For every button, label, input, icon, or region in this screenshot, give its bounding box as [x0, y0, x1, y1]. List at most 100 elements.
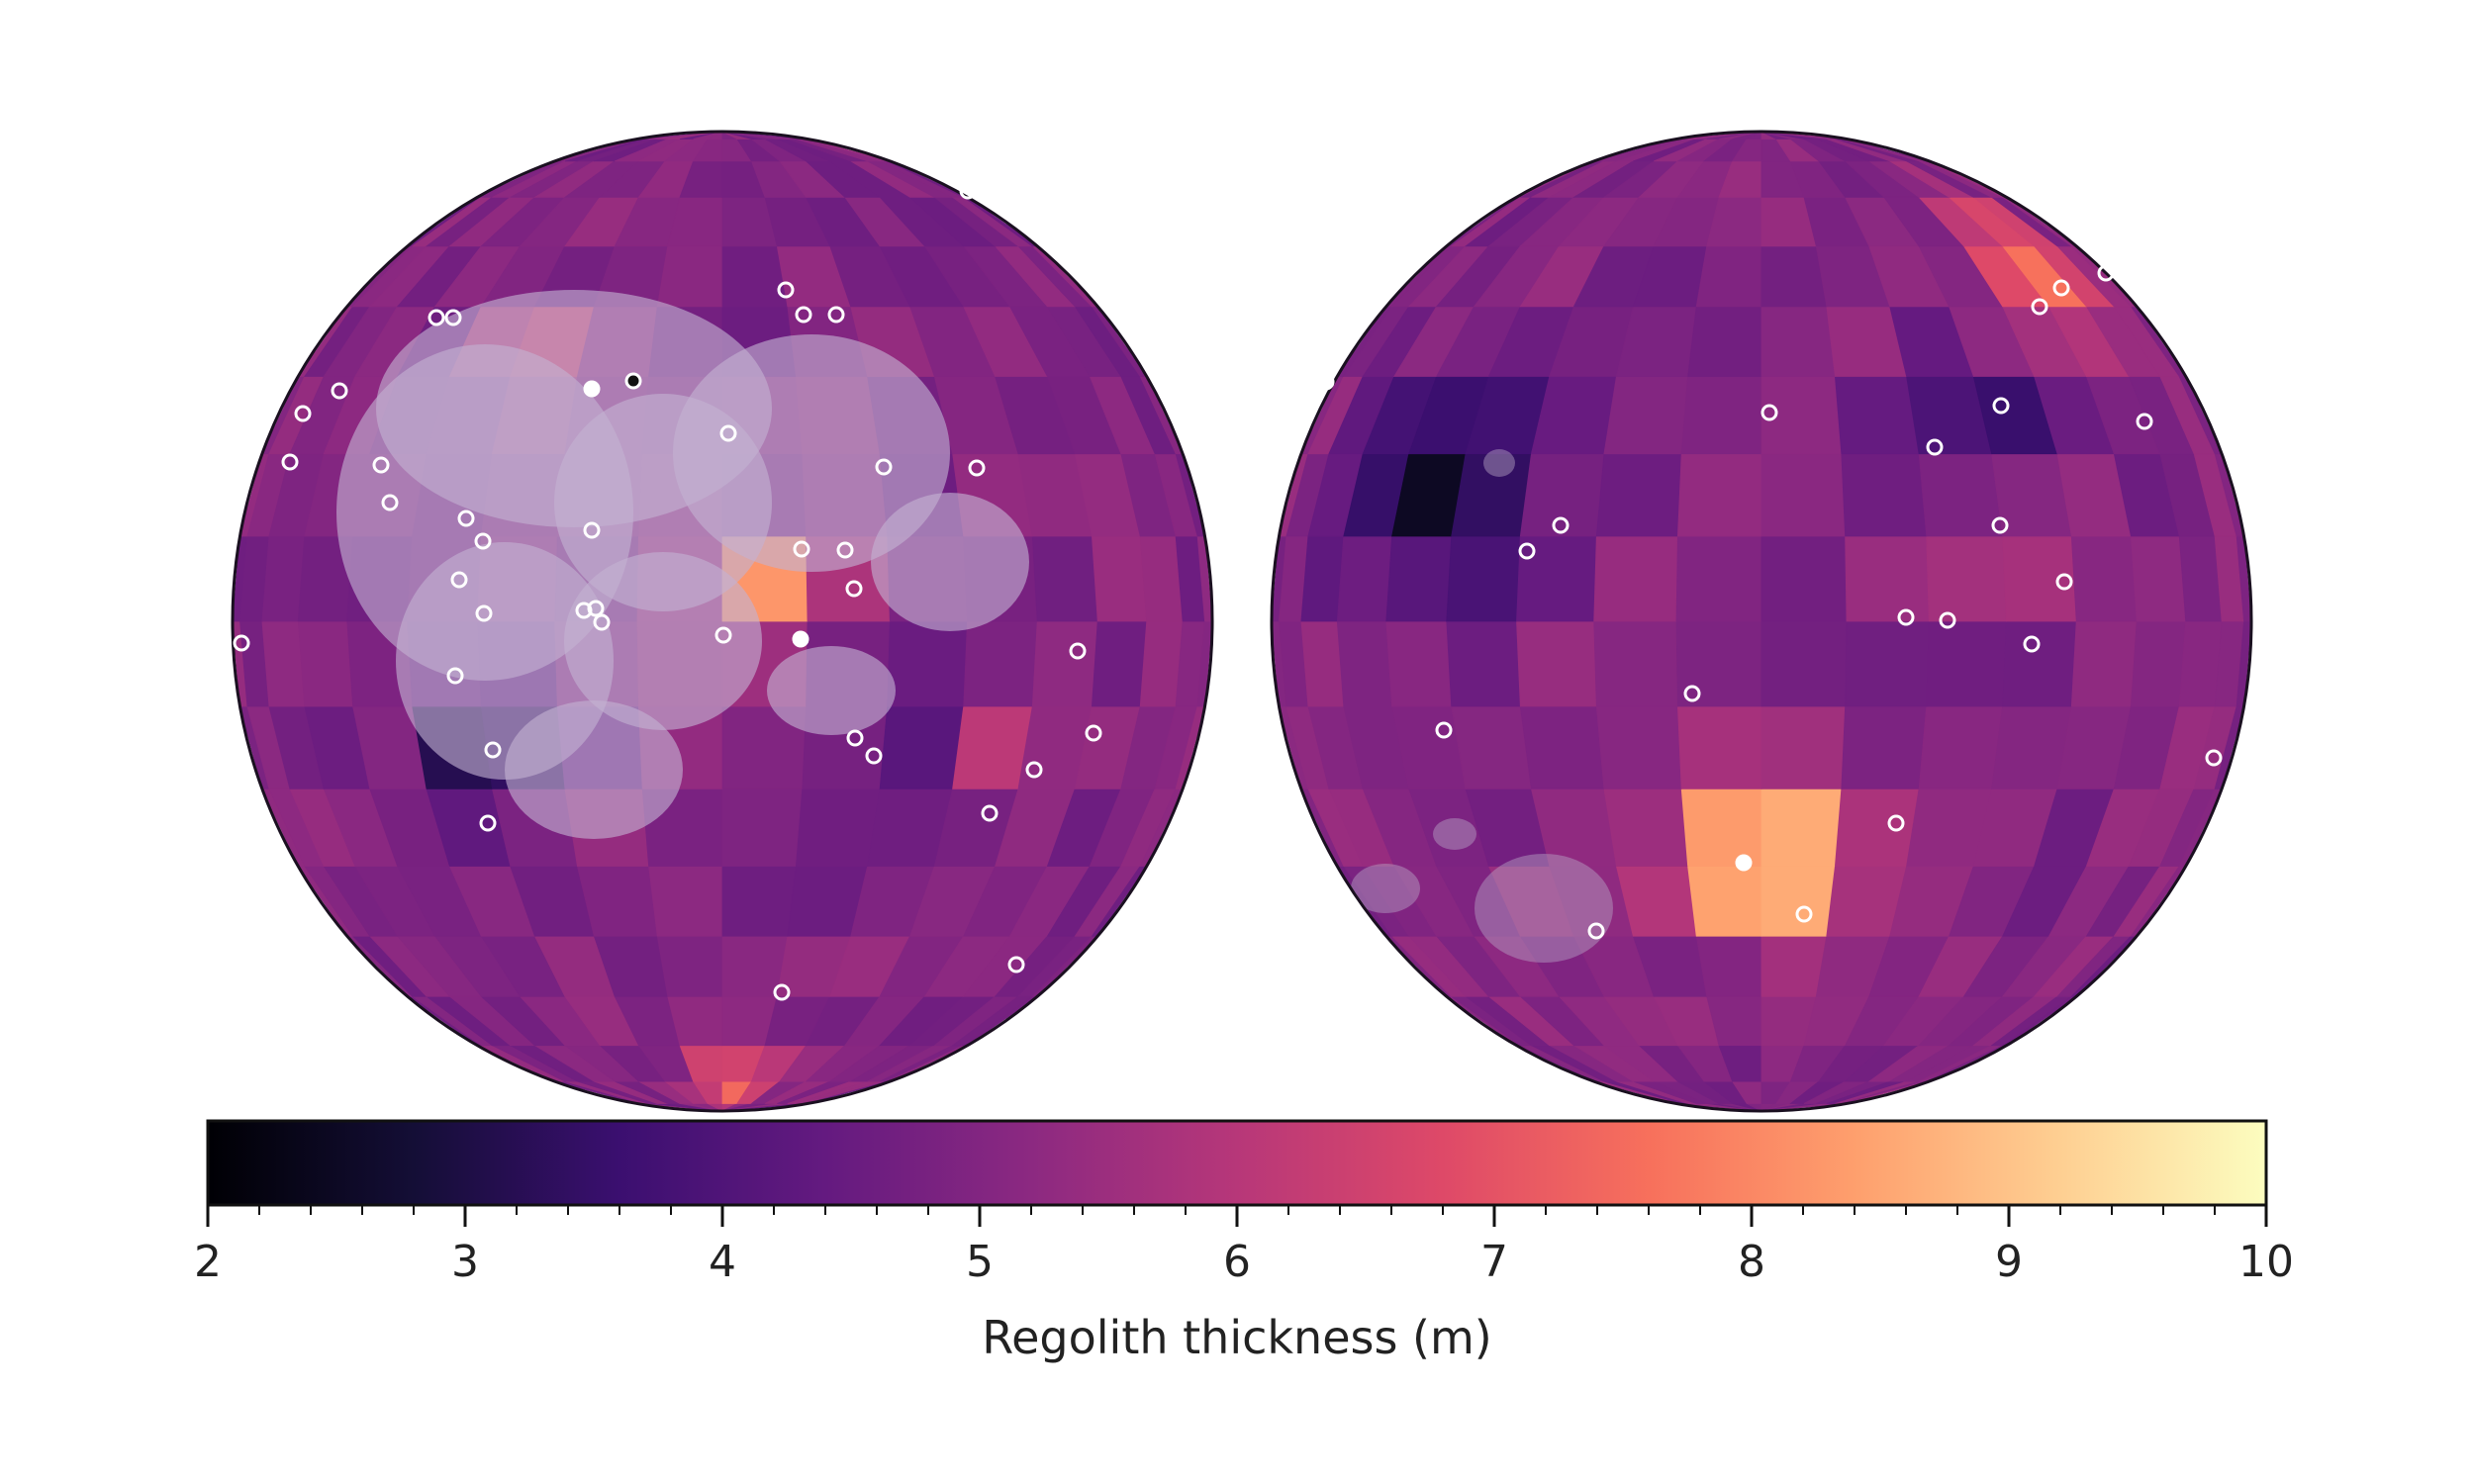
site-marker [331, 382, 348, 400]
site-marker [583, 521, 601, 539]
regolith-cell [1760, 376, 1843, 455]
colorbar-ticks: 2 3 4 5 6 7 8 9 10 [194, 1205, 2294, 1287]
regolith-cell [1603, 788, 1689, 867]
site-marker [968, 459, 986, 477]
colorbar-tick-label: 10 [2238, 1237, 2294, 1287]
mare-overlay [1351, 449, 1613, 963]
regolith-cell [2178, 620, 2223, 707]
mare-overlay [336, 290, 1029, 839]
mare-patch [505, 700, 683, 839]
site-marker [1025, 761, 1043, 779]
regolith-cell [721, 788, 804, 867]
mare-patch [673, 334, 950, 572]
colorbar-label: Regolith thickness (m) [982, 1311, 1492, 1364]
regolith-cell [1031, 535, 1098, 622]
regolith-cell [1760, 935, 1828, 997]
regolith-cell [2070, 535, 2138, 622]
site-marker [2031, 298, 2048, 316]
site-marker [428, 309, 445, 326]
site-marker [793, 540, 810, 558]
regolith-cell [1300, 535, 1345, 622]
regolith-cell [1675, 620, 1762, 707]
site-marker [1991, 516, 2009, 534]
regolith-cell [1760, 535, 1848, 622]
site-marker [1735, 854, 1753, 872]
regolith-cell [1031, 620, 1098, 707]
mare-patch [1351, 864, 1420, 913]
regolith-cell [261, 620, 306, 707]
colorbar-tick-label: 3 [451, 1237, 479, 1287]
hemisphere-cells [233, 132, 1212, 1111]
regolith-cell [1336, 535, 1393, 622]
regolith-cell [1834, 376, 1920, 455]
regolith-cell [1139, 535, 1184, 622]
site-marker [1939, 611, 1956, 629]
site-marker [281, 453, 299, 471]
regolith-cell [1595, 705, 1682, 789]
site-marker [1587, 922, 1605, 940]
site-marker [865, 747, 883, 765]
regolith-cell [1695, 245, 1762, 308]
site-marker [1518, 542, 1536, 560]
site-marker [1317, 373, 1335, 391]
regolith-cell [648, 866, 723, 937]
site-marker [1795, 905, 1813, 923]
site-marker [1992, 397, 2010, 415]
site-marker [1552, 516, 1570, 534]
regolith-cell [1918, 453, 2004, 537]
hemisphere-cells [1272, 132, 2251, 1111]
regolith-cell [1446, 535, 1521, 622]
site-marker [583, 380, 601, 398]
regolith-cell [2002, 535, 2077, 622]
site-marker [484, 741, 502, 759]
regolith-cell [1593, 535, 1678, 622]
regolith-cell [1196, 620, 1212, 707]
regolith-cell [2130, 620, 2187, 707]
regolith-cell [1834, 788, 1920, 867]
site-marker [2097, 264, 2115, 282]
regolith-cell [1676, 453, 1762, 537]
regolith-cell [297, 620, 354, 707]
site-marker [444, 309, 462, 326]
regolith-cell [1687, 866, 1762, 937]
regolith-cell [1760, 620, 1848, 707]
site-marker [795, 306, 812, 324]
regolith-cell [1926, 535, 2007, 622]
colorbar-tick-label: 8 [1738, 1237, 1765, 1287]
site-marker [792, 630, 809, 648]
regolith-cell [261, 535, 306, 622]
regolith-cell [963, 620, 1038, 707]
regolith-cell [656, 935, 723, 997]
regolith-cell [1680, 376, 1762, 455]
regolith-cell [1841, 705, 1928, 789]
regolith-cell [1519, 453, 1605, 537]
regolith-cell [795, 788, 881, 867]
mare-patch [1433, 818, 1476, 850]
regolith-cell [721, 866, 797, 937]
regolith-cell [1519, 705, 1605, 789]
site-marker [2052, 279, 2070, 297]
regolith-cell [2236, 620, 2251, 707]
regolith-cell [887, 620, 968, 707]
site-marker [714, 626, 732, 644]
regolith-cell [1516, 535, 1597, 622]
site-marker [457, 510, 475, 527]
regolith-cell [1841, 453, 1928, 537]
regolith-cell [1091, 535, 1148, 622]
regolith-cell [1516, 620, 1597, 707]
site-marker [1926, 438, 1944, 456]
site-marker [233, 634, 250, 652]
regolith-cell [1451, 705, 1532, 789]
regolith-cell [1593, 620, 1678, 707]
colorbar-gradient [206, 1119, 2268, 1207]
site-marker [777, 281, 795, 299]
site-markers [1317, 264, 2223, 940]
regolith-cell [1695, 935, 1762, 997]
site-marker [1683, 685, 1701, 702]
site-marker [474, 532, 492, 550]
regolith-cell [1680, 788, 1762, 867]
site-marker [624, 372, 642, 390]
site-marker [719, 424, 737, 442]
site-marker [836, 541, 854, 559]
